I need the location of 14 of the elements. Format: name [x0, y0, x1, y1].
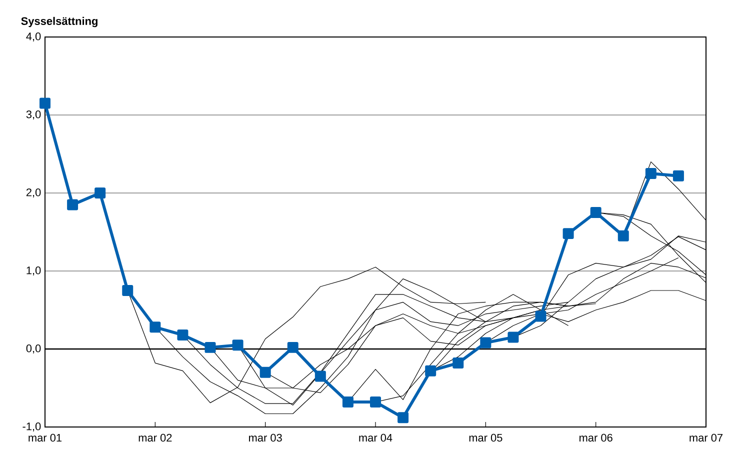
y-tick-label: 0,0	[26, 344, 41, 354]
x-tick-label: mar 06	[580, 434, 612, 442]
x-tick-label: mar 01	[28, 434, 62, 442]
y-tick-label: 4,0	[26, 32, 41, 42]
y-tick-label: 1,0	[26, 266, 41, 276]
chart-title: Sysselsättning	[21, 16, 98, 28]
y-tick-label: 3,0	[26, 110, 41, 120]
x-tick-label: mar 02	[138, 434, 172, 442]
y-tick-label: -1,0	[22, 422, 41, 432]
x-tick-label: mar 07	[690, 434, 722, 442]
x-tick-label: mar 03	[249, 434, 282, 442]
y-tick-label: 2,0	[26, 188, 41, 198]
x-tick-label: mar 04	[359, 434, 392, 442]
x-tick-label: mar 05	[469, 434, 502, 442]
